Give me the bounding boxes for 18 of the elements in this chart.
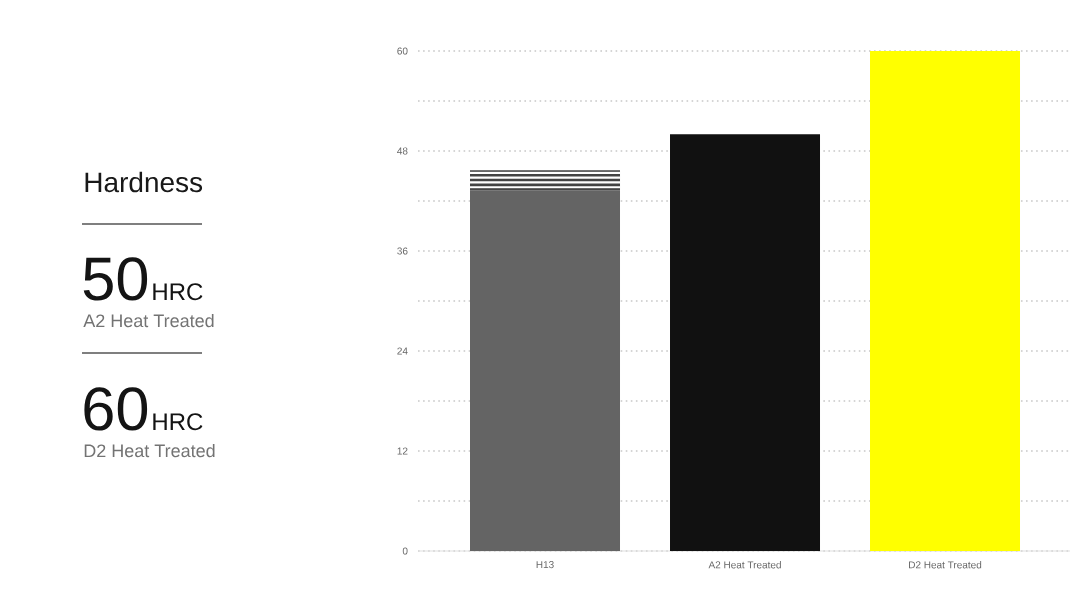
y-tick-label: 12 — [397, 447, 408, 455]
x-tick-label: A2 Heat Treated — [708, 561, 781, 569]
x-tick-label: D2 Heat Treated — [909, 561, 982, 569]
bar — [670, 134, 821, 551]
y-tick-label: 0 — [402, 547, 408, 555]
text: Hardness — [85, 171, 203, 193]
y-tick-label: 48 — [397, 147, 408, 155]
x-tick-label: H13 — [536, 561, 554, 569]
text: 60 — [84, 387, 148, 431]
text: HRC — [153, 413, 203, 431]
bar — [870, 51, 1021, 551]
text: 50 — [83, 257, 148, 301]
y-tick-label: 24 — [397, 347, 408, 355]
text: D2 Heat Treated — [84, 443, 215, 458]
text: A2 Heat Treated — [83, 313, 214, 328]
text: HRC — [153, 283, 203, 301]
y-tick-label: 60 — [397, 47, 408, 55]
y-tick-label: 36 — [397, 247, 408, 255]
